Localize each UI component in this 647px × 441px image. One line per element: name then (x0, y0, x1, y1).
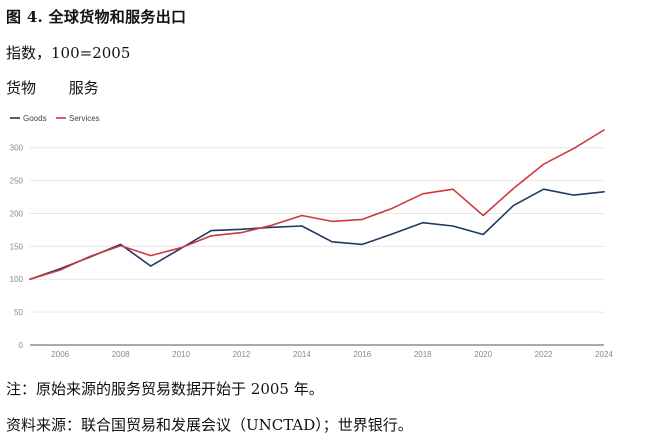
legend-label-goods: Goods (23, 114, 47, 123)
y-tick-label: 300 (10, 144, 24, 153)
chart-legend: Goods Services (10, 114, 100, 123)
x-tick-label: 2020 (474, 350, 492, 359)
x-tick-label: 2010 (172, 350, 190, 359)
y-tick-label: 200 (10, 209, 24, 218)
x-tick-label: 2022 (535, 350, 553, 359)
x-axis: 2006 2008 2010 2012 2014 2016 2018 2020 2022 2024 (51, 350, 613, 359)
x-tick-label: 2014 (293, 350, 311, 359)
x-tick-label: 2018 (414, 350, 432, 359)
series-line-services (29, 129, 605, 280)
series-label-services: 服务 (68, 79, 99, 97)
y-tick-label: 150 (10, 242, 24, 251)
x-tick-label: 2008 (112, 350, 130, 359)
y-tick-label: 50 (14, 308, 23, 317)
y-axis: 0 50 100 150 200 250 300 (10, 144, 24, 350)
chart-grid (30, 147, 604, 346)
x-tick-label: 2006 (51, 350, 69, 359)
y-tick-label: 0 (19, 341, 24, 350)
chart-subtitle: 指数，100=2005 (6, 44, 131, 62)
legend-label-services: Services (69, 114, 100, 123)
x-tick-label: 2024 (595, 350, 613, 359)
chart-lines (29, 129, 605, 280)
chart-note: 注：原始来源的服务贸易数据开始于 2005 年。 (6, 380, 324, 398)
series-line-goods (29, 188, 605, 280)
series-label-goods: 货物 (6, 79, 37, 97)
chart-title: 图 4. 全球货物和服务出口 (6, 8, 187, 26)
x-tick-label: 2016 (353, 350, 371, 359)
x-tick-label: 2012 (233, 350, 251, 359)
y-tick-label: 100 (10, 275, 24, 284)
y-tick-label: 250 (10, 177, 24, 186)
series-label-row: 货物 服务 (6, 77, 99, 98)
chart-area: Goods Services 0 50 100 150 200 250 300 2006 200… (0, 108, 647, 366)
chart-source: 资料来源：联合国贸易和发展会议（UNCTAD）；世界银行。 (6, 416, 413, 434)
